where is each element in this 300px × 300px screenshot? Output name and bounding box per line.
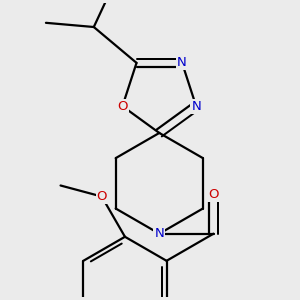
Text: N: N — [154, 227, 164, 240]
Text: N: N — [191, 100, 201, 113]
Text: O: O — [208, 188, 219, 201]
Text: O: O — [97, 190, 107, 203]
Text: O: O — [117, 100, 128, 113]
Text: N: N — [177, 56, 187, 69]
